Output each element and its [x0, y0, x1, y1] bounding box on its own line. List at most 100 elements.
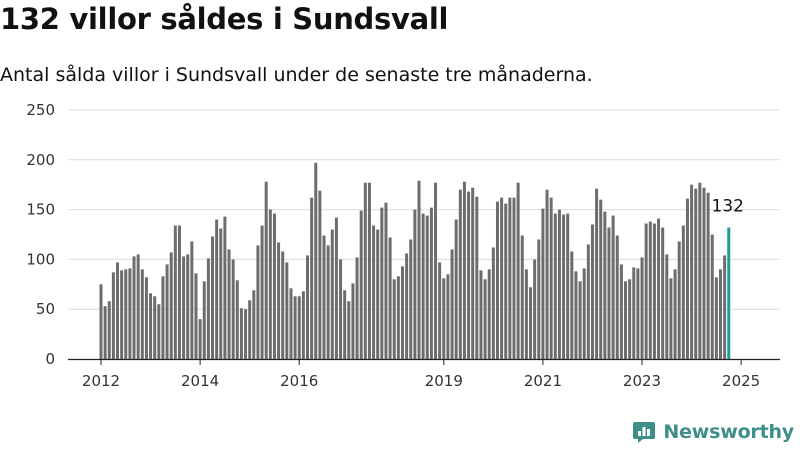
- bar: [578, 281, 582, 359]
- bar: [136, 254, 140, 359]
- bar: [177, 225, 181, 359]
- bar: [206, 258, 210, 359]
- bar: [111, 272, 115, 359]
- bar: [665, 254, 669, 359]
- bar: [281, 251, 285, 359]
- bar: [322, 235, 326, 359]
- bar: [260, 225, 264, 359]
- bar: [132, 256, 136, 359]
- bar: [297, 296, 301, 359]
- bar: [326, 245, 330, 359]
- annotations: 132: [712, 197, 744, 217]
- bar: [595, 188, 599, 359]
- bar: [648, 221, 652, 359]
- bar: [657, 218, 661, 359]
- bar: [277, 242, 281, 359]
- bar: [405, 253, 409, 359]
- bar: [334, 217, 338, 359]
- bar: [289, 288, 293, 359]
- x-tick-label: 2014: [181, 372, 219, 390]
- bar: [624, 281, 628, 359]
- x-tick-label: 2012: [82, 372, 120, 390]
- bar: [562, 214, 566, 359]
- bar: [566, 213, 570, 359]
- bar: [314, 162, 318, 359]
- bar: [500, 197, 504, 359]
- bar: [520, 235, 524, 359]
- bar: [495, 201, 499, 359]
- bar: [202, 281, 206, 359]
- x-tick-label: 2025: [722, 372, 760, 390]
- bar: [669, 278, 673, 359]
- bar: [310, 197, 314, 359]
- bar: [252, 290, 256, 359]
- bar: [570, 251, 574, 359]
- bar: [582, 268, 586, 359]
- bar: [107, 301, 111, 359]
- x-tick-label: 2023: [623, 372, 661, 390]
- bar: [698, 182, 702, 359]
- bar: [144, 277, 148, 359]
- x-tick-label: 2021: [524, 372, 562, 390]
- chart-subtitle: Antal sålda villor i Sundsvall under de …: [0, 64, 593, 86]
- bar: [363, 182, 367, 359]
- bar: [458, 189, 462, 359]
- highlight-bar: [727, 227, 731, 359]
- bar: [268, 209, 272, 359]
- bar: [124, 269, 128, 359]
- bar: [661, 227, 665, 359]
- bar: [165, 264, 169, 359]
- bar: [396, 276, 400, 359]
- bar: [116, 262, 120, 359]
- bar: [652, 223, 656, 359]
- bar: [293, 296, 297, 359]
- bar: [549, 197, 553, 359]
- bar: [450, 249, 454, 359]
- bar: [128, 268, 132, 359]
- bar: [244, 309, 248, 359]
- bar: [347, 301, 351, 359]
- newsworthy-brand: Newsworthy: [632, 420, 794, 444]
- y-tick-label: 200: [26, 151, 55, 169]
- bar: [533, 259, 537, 359]
- bar: [103, 306, 107, 359]
- bar: [367, 182, 371, 359]
- bar: [677, 241, 681, 359]
- bar: [442, 278, 446, 359]
- bar: [169, 252, 173, 359]
- bar: [417, 180, 421, 359]
- bar: [161, 276, 165, 359]
- bar: [425, 215, 429, 359]
- newsworthy-logo-icon: [633, 422, 656, 443]
- bar: [611, 215, 615, 359]
- bar: [99, 284, 103, 359]
- bar: [599, 199, 603, 359]
- bar: [446, 274, 450, 359]
- bar: [194, 273, 198, 359]
- bar: [491, 247, 495, 359]
- bar: [685, 198, 689, 359]
- bar: [434, 182, 438, 359]
- bar: [524, 269, 528, 359]
- bar: [723, 255, 727, 359]
- bar: [545, 189, 549, 359]
- bar: [153, 296, 157, 359]
- bar: [619, 264, 623, 359]
- bar: [239, 308, 243, 359]
- y-tick-label: 50: [36, 300, 55, 318]
- bar: [719, 269, 722, 359]
- bar: [508, 197, 512, 359]
- bar: [681, 225, 685, 359]
- bar: [264, 181, 268, 359]
- bar: [376, 229, 380, 359]
- bar: [673, 269, 677, 359]
- bar: [690, 184, 694, 359]
- bar: [140, 269, 144, 359]
- bar: [372, 225, 376, 359]
- bar: [380, 207, 384, 359]
- x-axis: 2012 2014 2016 2019 2021 2023 2025: [68, 358, 780, 390]
- bar: [429, 207, 433, 359]
- bar: [553, 213, 557, 359]
- bar: [479, 270, 483, 359]
- brand-name: Newsworthy: [663, 421, 794, 443]
